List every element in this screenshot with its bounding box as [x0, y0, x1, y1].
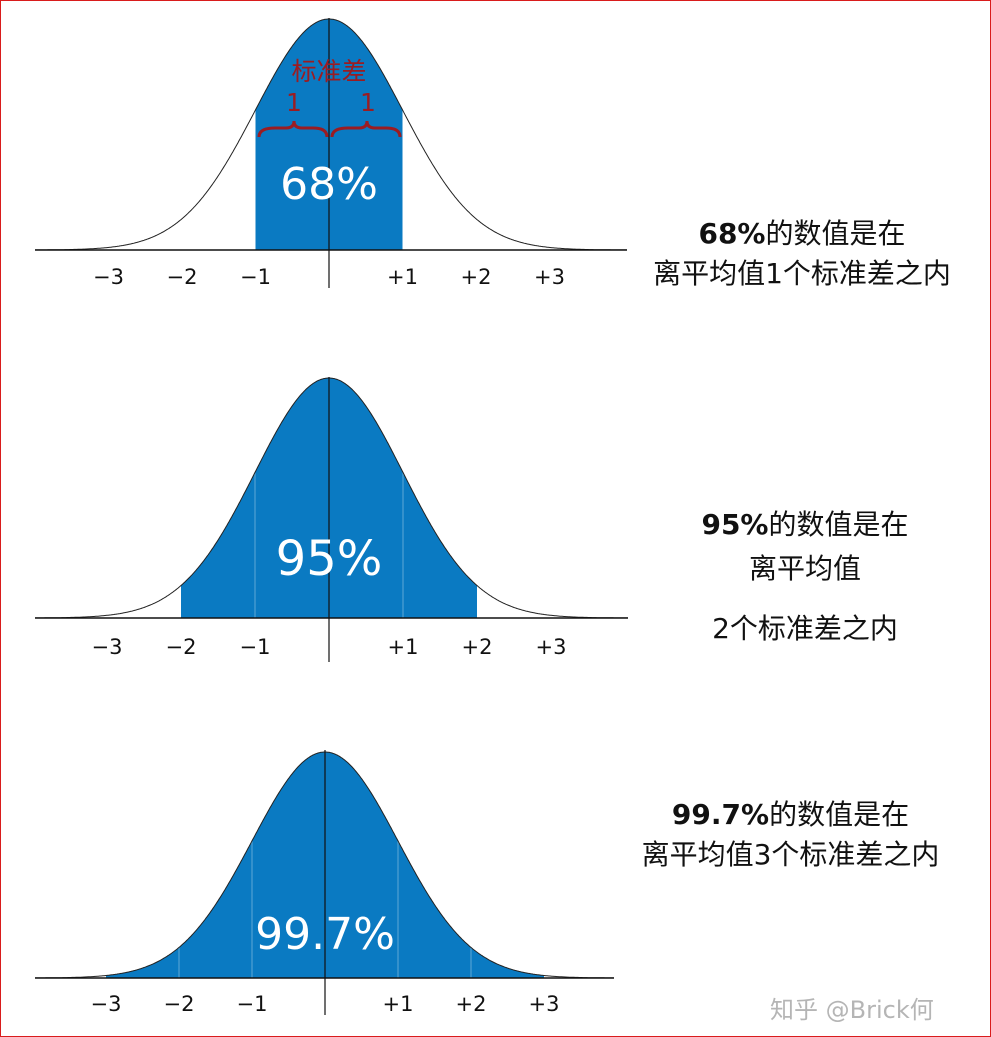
tick-label: −3 — [93, 265, 124, 289]
caption-99-7: 99.7%的数值是在 离平均值3个标准差之内 — [618, 795, 963, 875]
tick-label: +2 — [462, 635, 493, 659]
percent-label: 99.7% — [255, 909, 395, 960]
caption-99-7-line2: 离平均值3个标准差之内 — [641, 838, 940, 871]
tick-label: −2 — [166, 635, 197, 659]
tick-label: −1 — [240, 635, 271, 659]
panel-99-7-percent: −3 −2 −1 +1 +2 +3 99.7% — [35, 750, 614, 1016]
caption-99-7-line1: 99.7%的数值是在 — [618, 795, 963, 835]
percent-label: 95% — [276, 531, 383, 587]
tick-label: −1 — [237, 992, 268, 1016]
bell-curve — [35, 377, 628, 619]
panel-95-percent: −3 −2 −1 +1 +2 +3 95% — [35, 377, 628, 662]
caption-95-rest: 的数值是在 — [768, 508, 909, 541]
tick-label: +1 — [387, 265, 418, 289]
tick-label: +1 — [383, 992, 414, 1016]
tick-label: −3 — [92, 635, 123, 659]
caption-99-7-bold: 99.7% — [671, 798, 770, 831]
tick-label: −1 — [240, 265, 271, 289]
tick-label: +2 — [456, 992, 487, 1016]
caption-68-line1: 68%的数值是在 — [632, 214, 972, 254]
tick-label: +2 — [461, 265, 492, 289]
caption-95-bold: 95% — [701, 508, 769, 541]
caption-95-line3: 2个标准差之内 — [712, 612, 898, 645]
brace-right — [330, 120, 402, 138]
tick-label: −2 — [167, 265, 198, 289]
bell-curve — [35, 18, 627, 251]
tick-label: −3 — [91, 992, 122, 1016]
caption-95-line2: 离平均值 — [748, 552, 861, 585]
caption-99-7-rest: 的数值是在 — [769, 798, 910, 831]
brace-title: 标准差 — [291, 57, 366, 86]
caption-68-bold: 68% — [698, 217, 766, 250]
tick-label: +3 — [534, 265, 565, 289]
brace-left-label: 1 — [286, 88, 302, 117]
brace-right-label: 1 — [360, 88, 376, 117]
brace-left — [257, 120, 329, 138]
percent-label: 68% — [280, 159, 378, 210]
watermark: 知乎 @Brick何 — [770, 996, 934, 1024]
tick-label: +3 — [529, 992, 560, 1016]
tick-label: −2 — [164, 992, 195, 1016]
caption-68-rest: 的数值是在 — [765, 217, 906, 250]
caption-95: 95%的数值是在 离平均值 2个标准差之内 — [660, 505, 950, 649]
caption-68: 68%的数值是在 离平均值1个标准差之内 — [632, 214, 972, 294]
tick-label: +1 — [388, 635, 419, 659]
tick-label: +3 — [536, 635, 567, 659]
caption-68-line2: 离平均值1个标准差之内 — [653, 257, 951, 290]
caption-95-line1: 95%的数值是在 — [660, 505, 950, 545]
